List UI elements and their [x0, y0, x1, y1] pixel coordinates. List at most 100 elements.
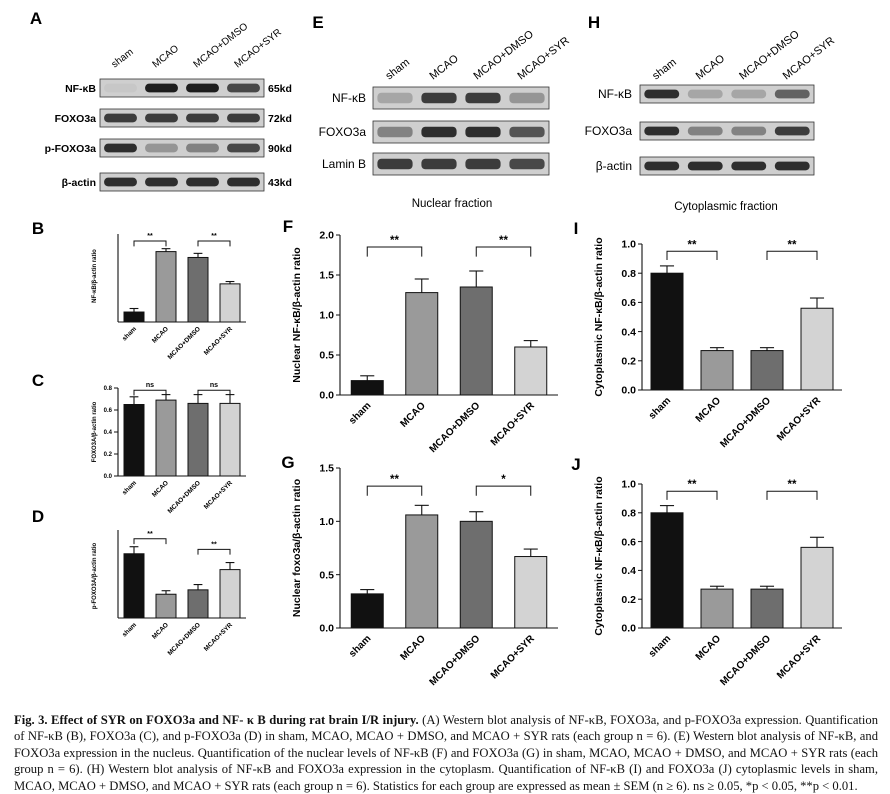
panel-letter-F: F	[283, 217, 293, 236]
panel-letter-E: E	[312, 13, 323, 32]
blot-row-label: FOXO3a	[319, 125, 367, 139]
significance-label: ns	[210, 382, 218, 389]
y-tick-label: 0.0	[319, 623, 334, 635]
blot-lane-label: MCAO	[427, 52, 461, 82]
category-label: sham	[647, 633, 673, 659]
y-tick-label: 1.0	[319, 310, 334, 322]
chart-panel-J: J 0.0 0.2 0.4 0.6 0.8 1.0 Cytoplasmic NF-κB/β-a…	[571, 455, 842, 688]
bar-MCAO	[155, 399, 177, 477]
blot-band	[465, 158, 501, 170]
blot-fraction-caption: Nuclear fraction	[412, 198, 493, 210]
category-label: MCAO+DMSO	[718, 633, 773, 688]
bar-MCAO	[700, 350, 734, 391]
y-tick-label: 0.6	[104, 408, 113, 414]
significance-bracket	[133, 538, 167, 545]
blot-size-label: 65kd	[268, 83, 292, 95]
significance-bracket	[766, 490, 818, 500]
bar-MCAO+DMSO	[187, 402, 209, 477]
blot-row-label: β-actin	[62, 177, 96, 189]
blot-band	[644, 161, 680, 171]
significance-label: **	[147, 233, 153, 240]
y-tick-label: 2.0	[319, 230, 334, 242]
panel-letter-H: H	[588, 13, 600, 32]
caption-lead: Fig. 3. Effect of SYR on FOXO3a and NF- …	[14, 713, 419, 727]
significance-label: **	[390, 235, 399, 247]
blot-row-label: p-FOXO3a	[45, 143, 97, 155]
bar-sham	[123, 311, 145, 323]
blot-lane-label: sham	[383, 56, 412, 82]
category-label: sham	[347, 400, 373, 426]
y-axis-label: Nuclear NF-κB/β-actin ratio	[291, 247, 303, 382]
significance-bracket	[475, 246, 532, 257]
y-tick-label: 0.8	[104, 386, 113, 392]
bar-MCAO+DMSO	[459, 520, 493, 629]
blot-band	[421, 92, 457, 104]
blot-band	[145, 83, 178, 93]
blot-band	[687, 126, 723, 136]
significance-bracket	[366, 485, 423, 496]
bar-MCAO+SYR	[514, 346, 548, 396]
significance-bracket	[197, 548, 231, 555]
blot-band	[145, 177, 178, 187]
blot-strip	[372, 152, 550, 176]
blot-strip	[99, 108, 265, 128]
chart-panel-D: Dp-FOXO3A/β-actin ratio sham MCAOMCAO+DMSO…	[32, 507, 246, 657]
blot-row-label: Lamin B	[322, 157, 366, 171]
blot-row-label: NF-κB	[332, 91, 366, 105]
bar-MCAO	[405, 514, 439, 629]
blot-band	[509, 92, 545, 104]
significance-bracket	[366, 246, 423, 257]
category-label: MCAO	[151, 622, 170, 641]
category-label: MCAO	[398, 633, 428, 663]
y-tick-label: 0.0	[621, 623, 636, 635]
category-label: MCAO+DMSO	[718, 395, 773, 450]
significance-label: **	[211, 233, 217, 240]
significance-bracket	[197, 240, 231, 247]
category-label: MCAO	[398, 400, 428, 430]
category-label: MCAO+DMSO	[428, 633, 483, 688]
blot-band	[644, 126, 680, 136]
blot-strip	[639, 121, 815, 141]
blot-band	[774, 89, 810, 99]
blot-band	[145, 113, 178, 123]
bar-sham	[123, 404, 145, 477]
blot-band	[731, 161, 767, 171]
y-tick-label: 1.0	[319, 516, 334, 528]
blot-strip	[99, 78, 265, 98]
blot-band	[509, 158, 545, 170]
blot-lane-label: sham	[110, 47, 136, 71]
y-tick-label: 0.2	[104, 452, 113, 458]
category-label: MCAO+SYR	[203, 621, 234, 652]
panel-letter-G: G	[281, 453, 294, 472]
y-tick-label: 0.5	[319, 350, 334, 362]
significance-bracket	[475, 485, 532, 496]
category-label: sham	[347, 633, 373, 659]
blot-size-label: 90kd	[268, 143, 292, 155]
y-tick-label: 0.6	[621, 297, 636, 309]
caption-body: (A) Western blot analysis of NF-κB, FOXO…	[14, 713, 879, 793]
y-tick-label: 1.5	[319, 463, 334, 475]
panel-letter-C: C	[32, 371, 44, 390]
blot-lane-label: sham	[650, 56, 679, 82]
bar-MCAO	[155, 251, 177, 323]
significance-label: *	[501, 474, 506, 486]
significance-label: **	[211, 541, 217, 548]
bar-MCAO+DMSO	[459, 286, 493, 396]
blot-size-label: 72kd	[268, 113, 292, 125]
blot-band	[227, 83, 260, 93]
blot-band	[186, 143, 219, 153]
category-label: MCAO+DMSO	[167, 622, 202, 657]
blot-band	[186, 177, 219, 187]
blot-band	[644, 89, 680, 99]
blot-band	[774, 161, 810, 171]
blot-band	[377, 158, 413, 170]
y-tick-label: 0.0	[104, 474, 113, 480]
y-tick-label: 0.0	[621, 385, 636, 397]
y-axis-label: Nuclear foxo3a/β-actin ratio	[291, 479, 303, 617]
category-label: MCAO+SYR	[489, 400, 538, 449]
blot-strip	[372, 120, 550, 144]
significance-label: **	[147, 531, 153, 538]
category-label: MCAO	[694, 395, 724, 425]
